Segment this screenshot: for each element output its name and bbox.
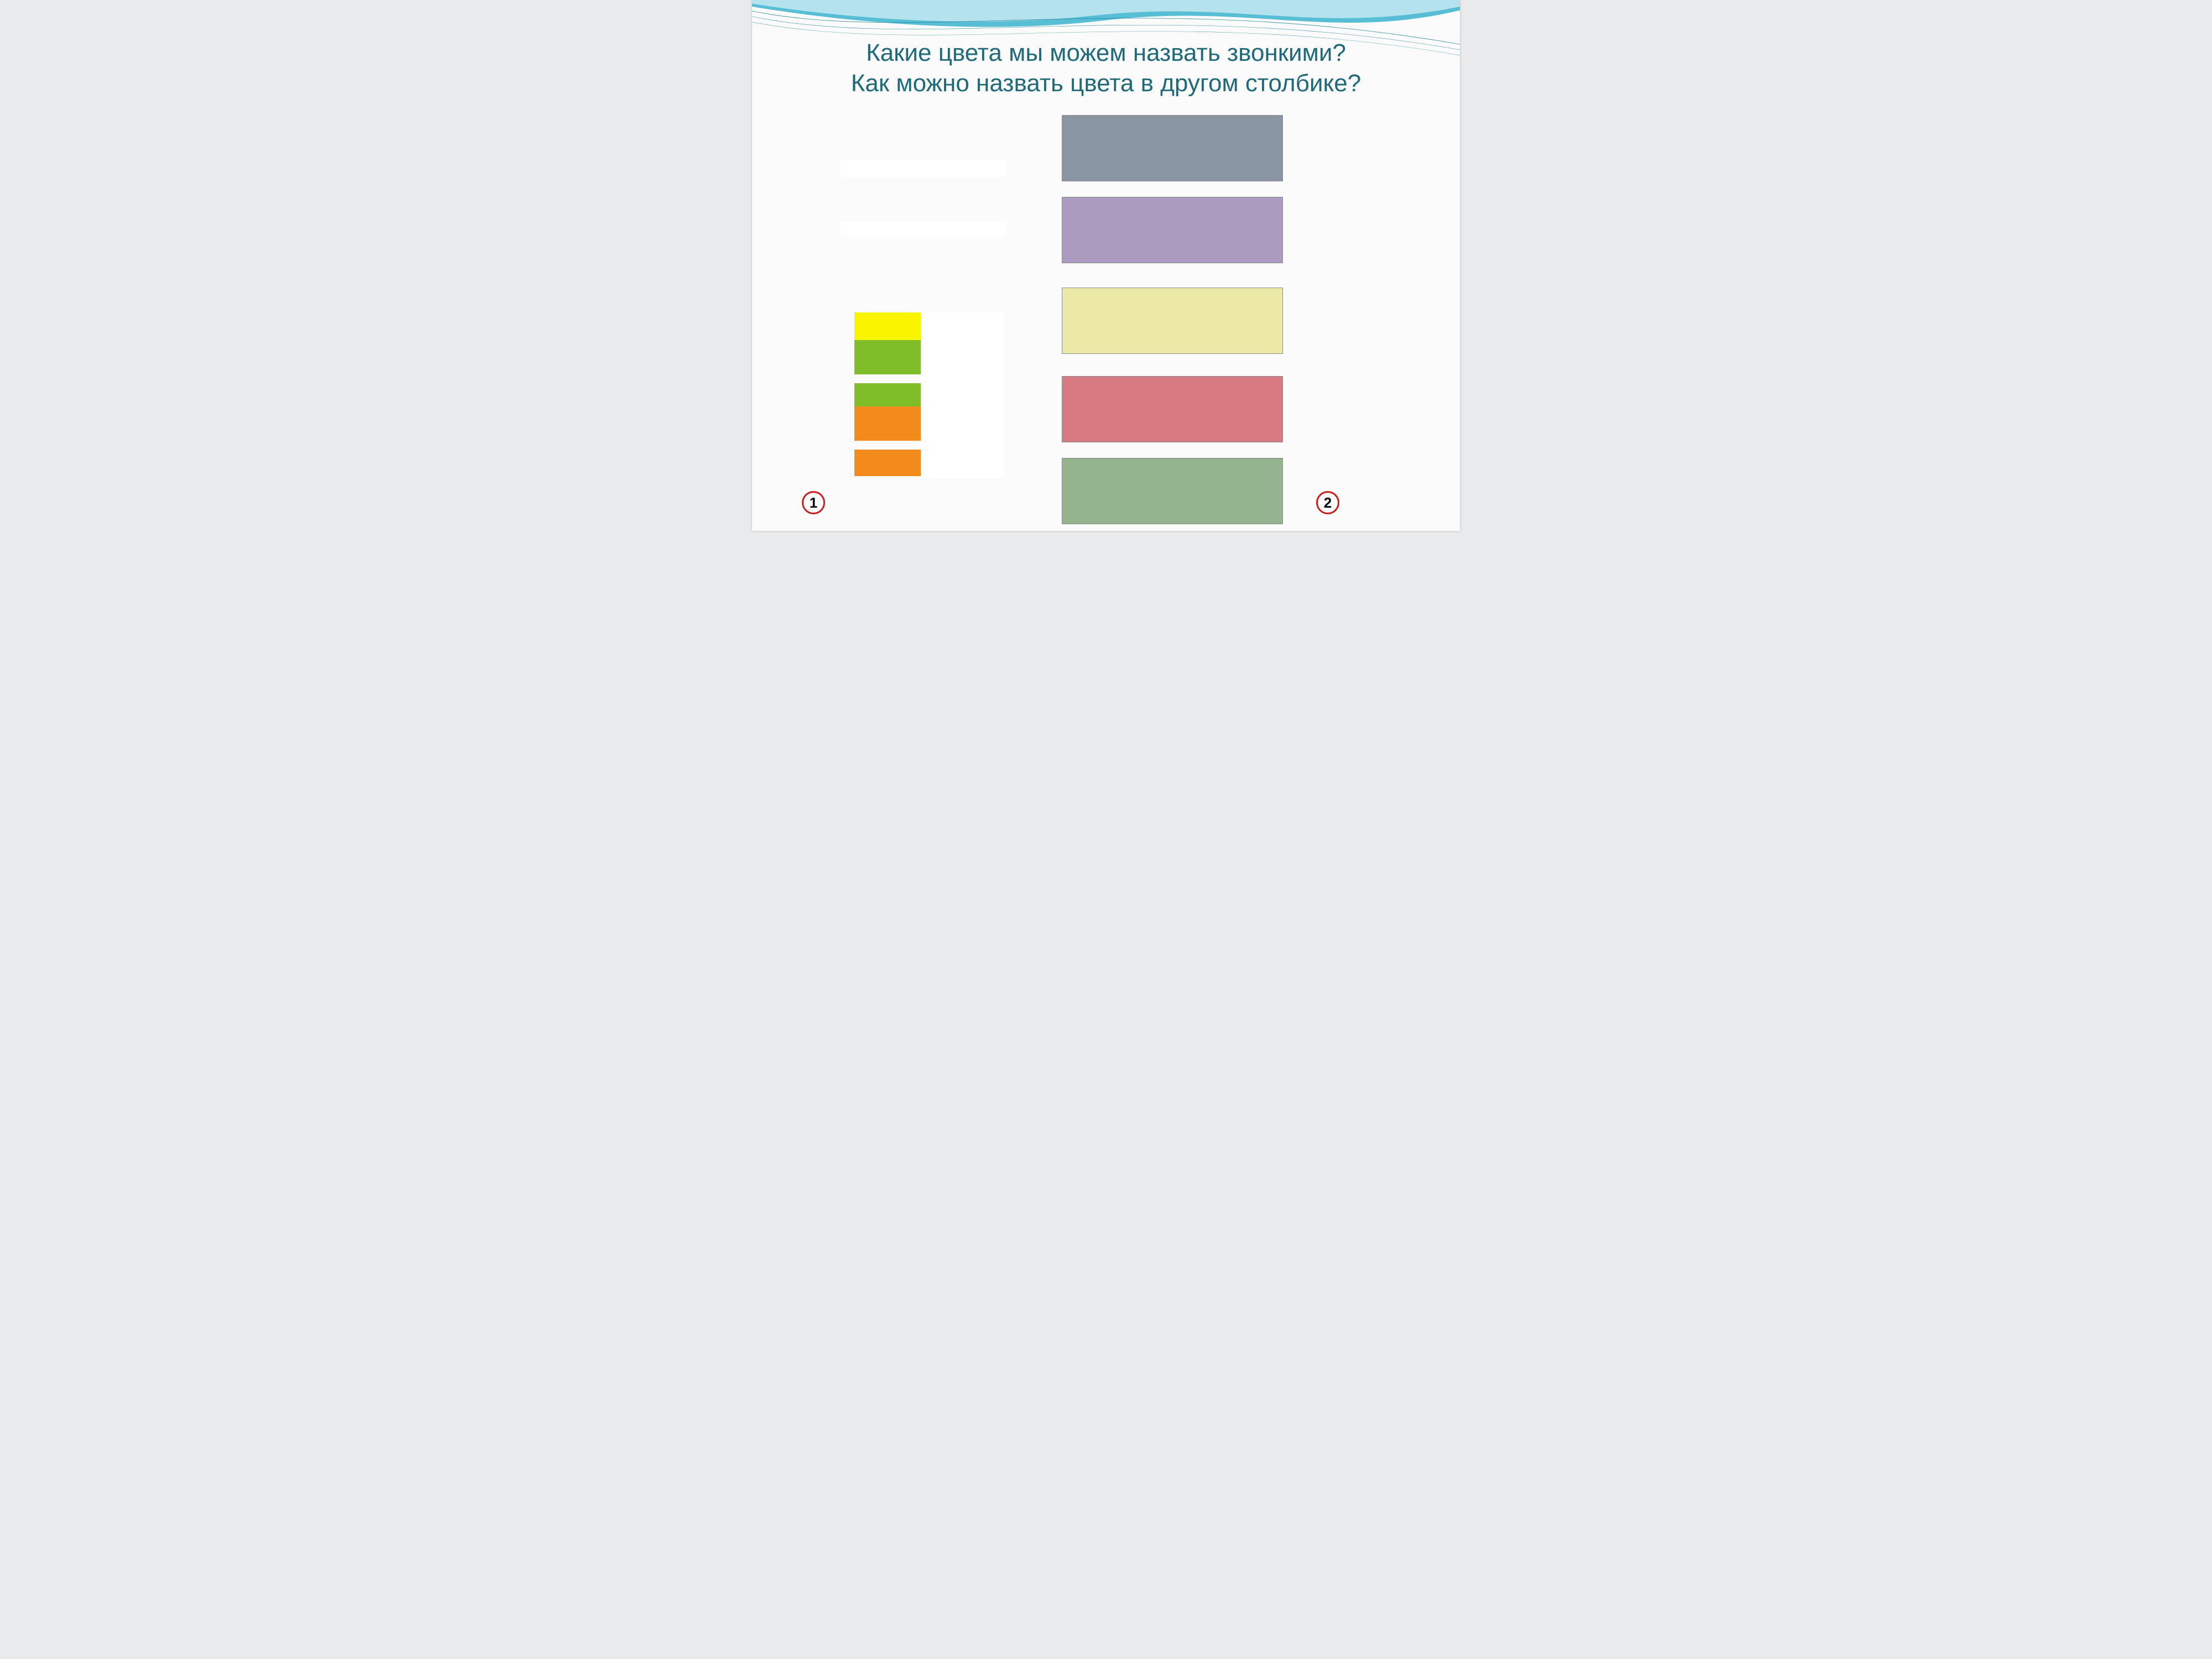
left-swatch: [854, 406, 921, 441]
right-swatch: [1062, 115, 1283, 181]
right-swatch: [1062, 458, 1283, 524]
left-swatch: [854, 383, 921, 406]
left-swatch: [854, 450, 921, 476]
badge-2-label: 2: [1324, 494, 1332, 512]
badge-1-label: 1: [810, 494, 817, 512]
slide: Какие цвета мы можем назвать звонкими? К…: [752, 0, 1460, 531]
column-number-2: 2: [1316, 491, 1339, 514]
placeholder-rect: [841, 159, 1006, 177]
right-swatch: [1062, 376, 1283, 442]
slide-title: Какие цвета мы можем назвать звонкими? К…: [752, 38, 1460, 98]
right-swatch: [1062, 197, 1283, 263]
right-swatch: [1062, 288, 1283, 354]
placeholder-rect: [841, 221, 1006, 237]
column-number-1: 1: [802, 491, 825, 514]
left-swatch: [854, 312, 921, 340]
left-white-overlay: [921, 312, 1004, 478]
title-line-2: Как можно назвать цвета в другом столбик…: [851, 70, 1361, 97]
title-line-1: Какие цвета мы можем назвать звонкими?: [866, 39, 1346, 66]
left-swatch: [854, 340, 921, 374]
